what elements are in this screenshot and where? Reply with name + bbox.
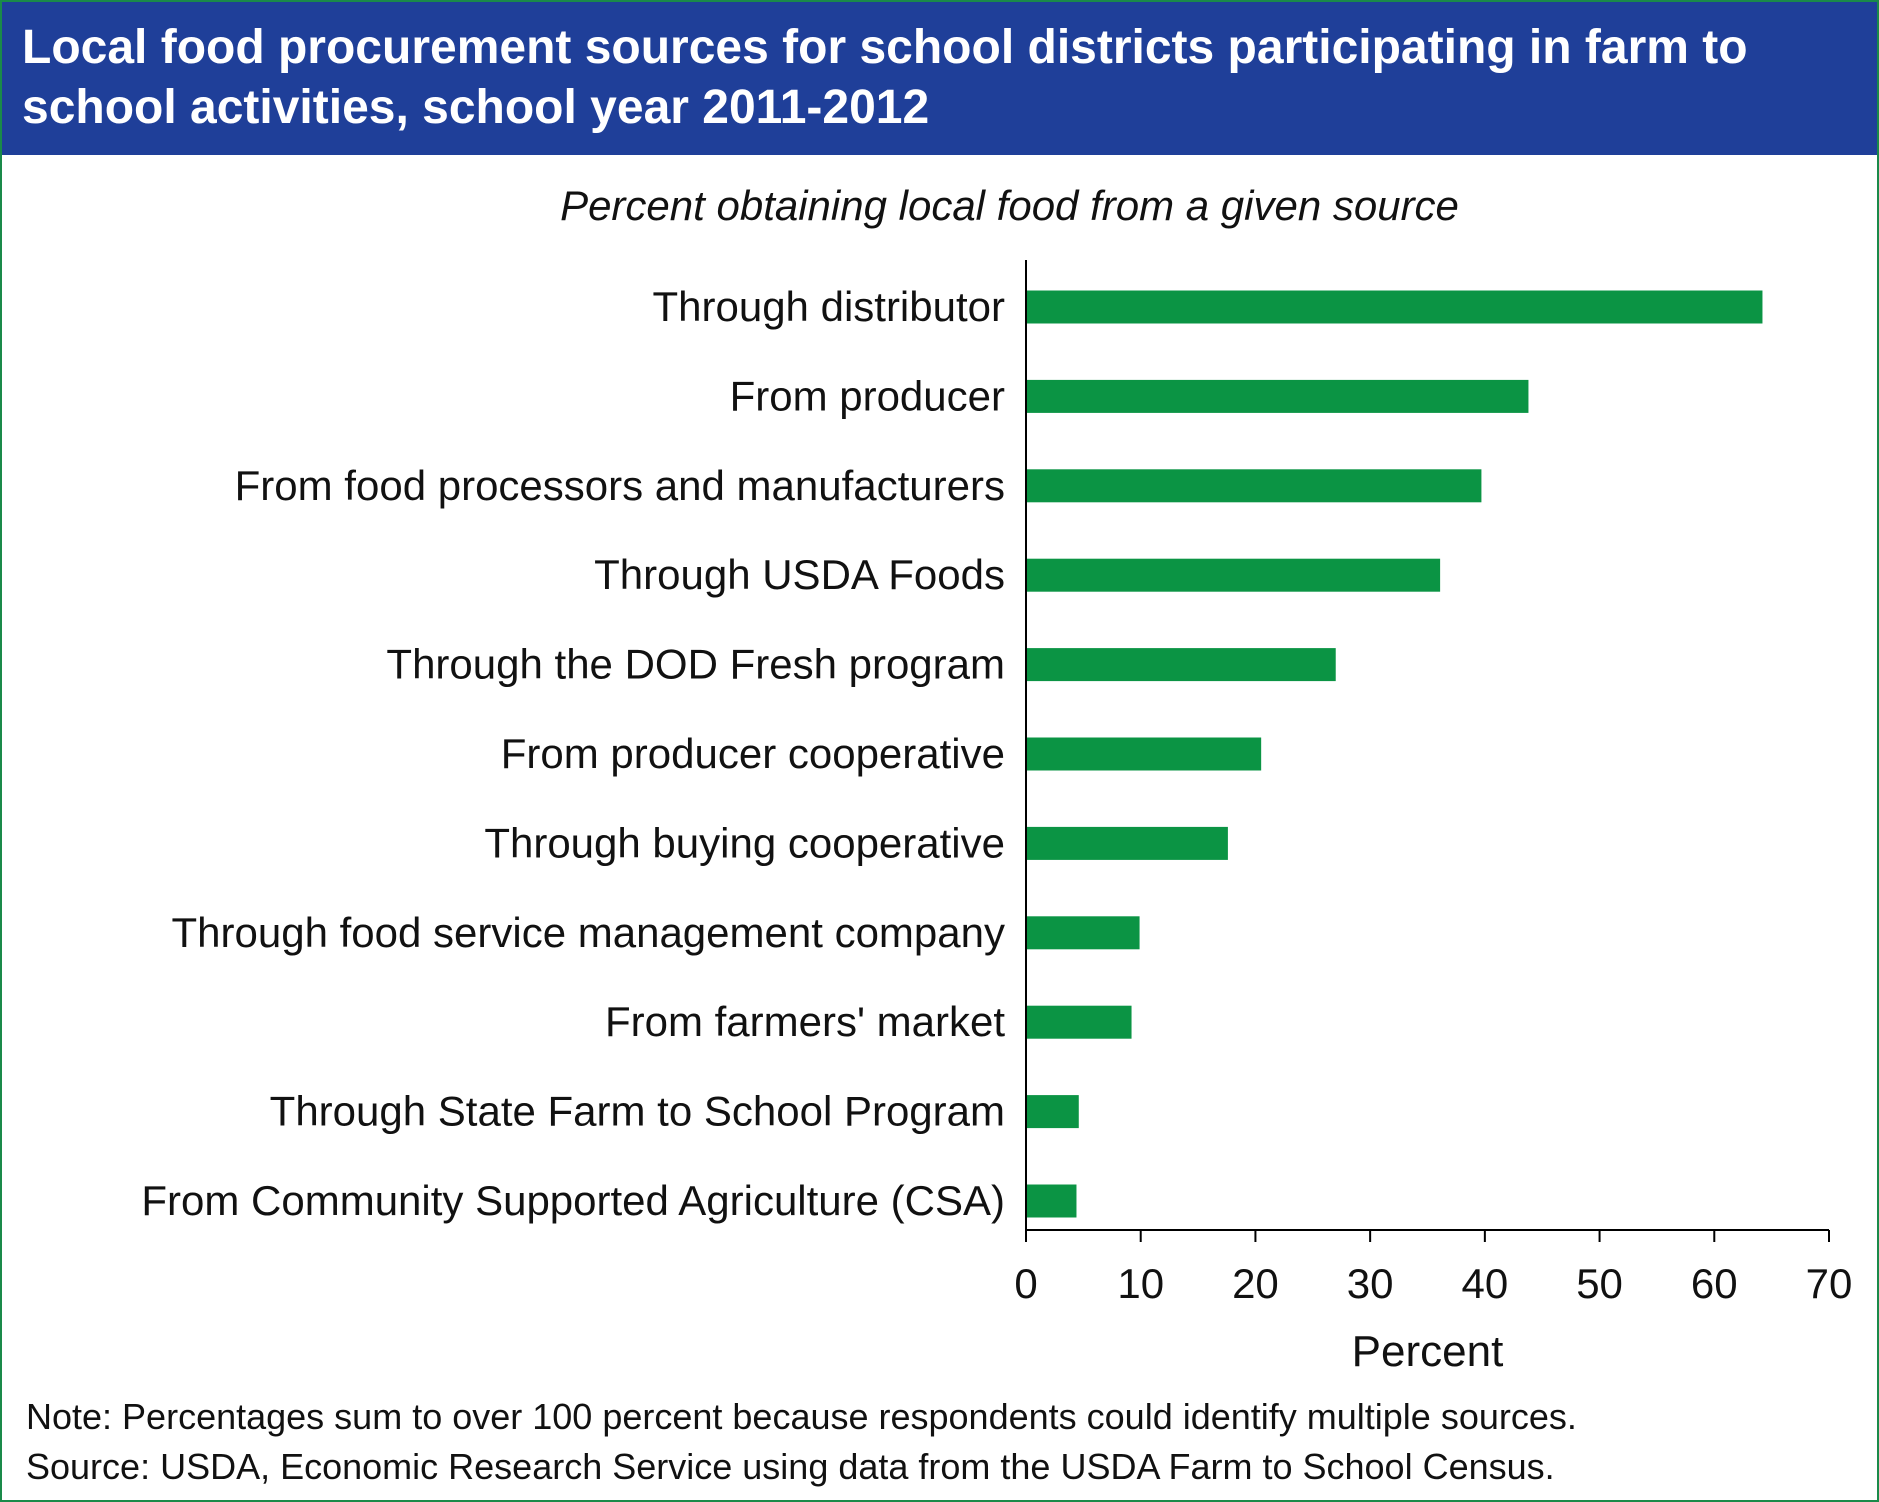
x-tick-label: 20 [1232, 1260, 1279, 1307]
bar [1027, 469, 1482, 503]
bar [1027, 1005, 1132, 1039]
bar [1027, 290, 1763, 324]
bar [1027, 737, 1262, 771]
bar [1027, 916, 1140, 950]
category-label: Through distributor [652, 283, 1005, 330]
note-text: Note: Percentages sum to over 100 percen… [26, 1396, 1577, 1437]
bar [1027, 1095, 1079, 1129]
bar [1027, 826, 1228, 860]
x-axis-label: Percent [1352, 1327, 1504, 1376]
category-label: Through buying cooperative [484, 819, 1005, 866]
category-label: From producer [730, 372, 1005, 419]
category-label: Through State Farm to School Program [270, 1088, 1005, 1135]
category-label: Through the DOD Fresh program [386, 641, 1005, 688]
category-label: From food processors and manufacturers [235, 462, 1005, 509]
bar [1027, 1184, 1077, 1218]
chart-footer: Note: Percentages sum to over 100 percen… [26, 1392, 1577, 1492]
x-tick-label: 30 [1347, 1260, 1394, 1307]
category-label: From Community Supported Agriculture (CS… [141, 1177, 1005, 1224]
chart-title: Local food procurement sources for schoo… [2, 2, 1877, 155]
bar [1027, 648, 1336, 682]
source-text: Source: USDA, Economic Research Service … [26, 1446, 1555, 1487]
bar [1027, 379, 1529, 413]
category-label: From farmers' market [605, 998, 1005, 1045]
bar [1027, 558, 1441, 592]
category-label: Through food service management company [172, 909, 1005, 956]
chart-subtitle: Percent obtaining local food from a give… [560, 182, 1459, 229]
x-tick-label: 10 [1117, 1260, 1164, 1307]
x-tick-label: 60 [1691, 1260, 1738, 1307]
category-label: From producer cooperative [501, 730, 1005, 777]
category-label: Through USDA Foods [594, 551, 1005, 598]
x-tick-label: 40 [1461, 1260, 1508, 1307]
x-tick-label: 0 [1014, 1260, 1037, 1307]
x-tick-label: 70 [1806, 1260, 1853, 1307]
x-tick-label: 50 [1576, 1260, 1623, 1307]
